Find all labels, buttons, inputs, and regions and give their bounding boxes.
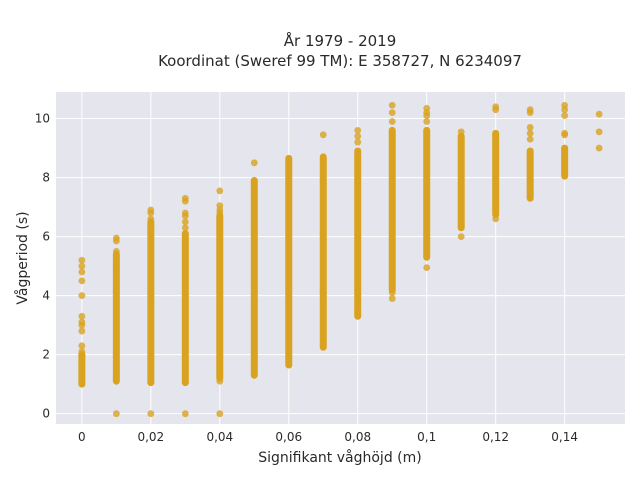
data-point <box>388 118 396 125</box>
x-tick-label: 0,1 <box>417 430 436 444</box>
data-point <box>388 109 396 117</box>
data-point <box>561 106 569 114</box>
data-point <box>423 264 431 271</box>
data-point <box>78 348 86 356</box>
data-point <box>354 132 362 140</box>
x-axis-title: Signifikant våghöjd (m) <box>258 449 421 466</box>
y-tick-label: 8 <box>42 171 50 185</box>
y-axis-title: Vågperiod (s) <box>14 211 31 304</box>
data-point <box>561 112 569 120</box>
data-point <box>561 131 569 139</box>
data-point <box>78 321 86 329</box>
data-point <box>181 212 189 220</box>
data-point <box>595 128 603 136</box>
x-tick-label: 0,02 <box>137 430 164 444</box>
x-tick-label: 0,14 <box>551 430 578 444</box>
y-tick-label: 4 <box>42 289 50 303</box>
y-axis-ticks: 0 2 4 6 8 10 <box>35 112 50 421</box>
data-point <box>78 312 86 320</box>
data-point <box>112 410 120 418</box>
data-point <box>78 342 86 350</box>
data-point <box>147 224 155 232</box>
data-point <box>181 197 189 205</box>
data-point <box>78 371 86 379</box>
data-point <box>78 327 86 335</box>
data-point <box>216 377 224 385</box>
data-point <box>112 247 120 255</box>
data-point <box>492 215 500 223</box>
data-point <box>526 124 534 131</box>
data-point <box>78 354 86 361</box>
data-point <box>78 292 86 300</box>
data-point <box>216 209 224 217</box>
data-point <box>78 360 86 367</box>
data-point <box>595 110 603 118</box>
data-point <box>78 366 86 373</box>
y-tick-label: 2 <box>42 348 50 362</box>
x-tick-label: 0,08 <box>344 430 371 444</box>
data-point <box>354 138 362 146</box>
data-point <box>388 101 396 109</box>
x-tick-label: 0,04 <box>206 430 233 444</box>
data-point <box>595 144 603 152</box>
data-point <box>181 224 189 232</box>
data-point <box>147 209 155 217</box>
data-point <box>526 129 534 137</box>
data-point <box>78 262 86 270</box>
x-axis-ticks: 0 0,02 0,04 0,06 0,08 0,1 0,12 0,14 <box>78 430 578 444</box>
data-point <box>457 233 465 241</box>
data-point <box>457 128 465 136</box>
data-point <box>181 410 189 418</box>
data-point <box>78 268 86 276</box>
data-point <box>78 377 86 385</box>
data-point <box>181 218 189 226</box>
data-point <box>216 410 224 418</box>
data-point <box>492 106 500 114</box>
y-tick-label: 10 <box>35 112 50 126</box>
data-point <box>78 277 86 285</box>
data-point <box>250 159 258 167</box>
data-point <box>388 295 396 302</box>
x-tick-label: 0,06 <box>275 430 302 444</box>
data-point <box>354 126 362 134</box>
data-point <box>78 256 86 264</box>
y-tick-label: 0 <box>42 407 50 421</box>
data-point <box>319 131 327 139</box>
data-point <box>112 237 120 245</box>
data-point <box>526 135 534 143</box>
data-point <box>147 218 155 226</box>
data-point <box>147 410 155 418</box>
data-points <box>78 101 603 418</box>
data-point <box>216 187 224 195</box>
data-point <box>112 262 120 270</box>
x-tick-label: 0,12 <box>482 430 509 444</box>
data-point <box>423 118 431 125</box>
data-point <box>423 112 431 120</box>
chart-title-line-2: Koordinat (Sweref 99 TM): E 358727, N 62… <box>158 52 522 70</box>
x-tick-label: 0 <box>78 430 86 444</box>
chart-title-line-1: År 1979 - 2019 <box>284 31 397 50</box>
data-point <box>526 109 534 117</box>
plot-area <box>56 92 625 424</box>
data-point <box>388 289 396 297</box>
y-tick-label: 6 <box>42 230 50 244</box>
